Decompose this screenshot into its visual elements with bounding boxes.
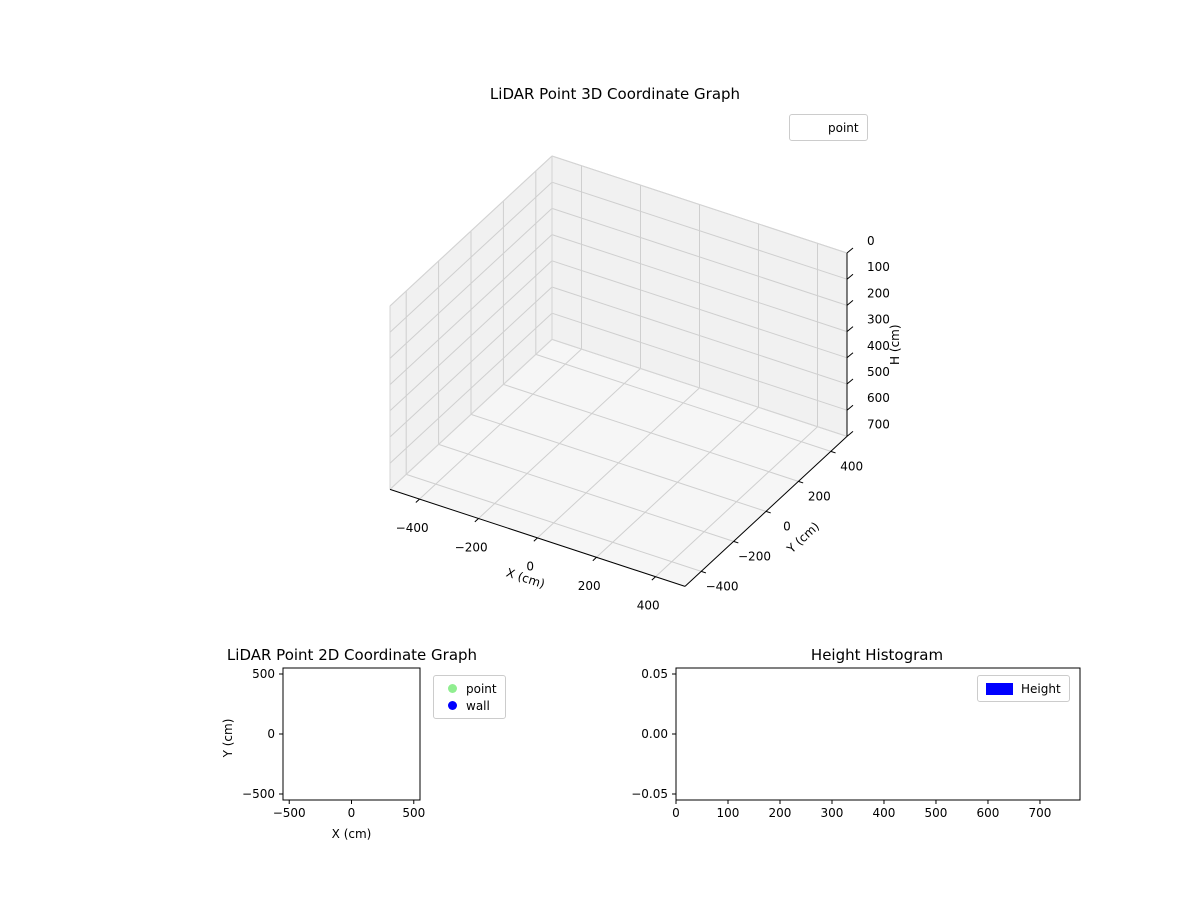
svg-text:0: 0 bbox=[867, 234, 875, 248]
legend-row-point-3d: point bbox=[798, 119, 859, 136]
point-marker-blank bbox=[798, 123, 822, 133]
plot2d-title: LiDAR Point 2D Coordinate Graph bbox=[226, 646, 478, 664]
svg-text:200: 200 bbox=[769, 806, 792, 820]
svg-text:400: 400 bbox=[867, 339, 890, 353]
legend-row-wall-2d: wall bbox=[442, 697, 497, 714]
svg-text:500: 500 bbox=[867, 365, 890, 379]
svg-text:X (cm): X (cm) bbox=[332, 827, 372, 841]
svg-text:200: 200 bbox=[578, 579, 601, 593]
legend-label-point-3d: point bbox=[828, 120, 859, 135]
svg-text:300: 300 bbox=[821, 806, 844, 820]
svg-text:500: 500 bbox=[252, 667, 275, 681]
svg-text:100: 100 bbox=[717, 806, 740, 820]
svg-text:400: 400 bbox=[840, 459, 863, 473]
svg-text:−0.05: −0.05 bbox=[631, 787, 668, 801]
svg-text:−400: −400 bbox=[396, 521, 429, 535]
svg-text:0: 0 bbox=[526, 560, 534, 574]
svg-text:−200: −200 bbox=[738, 549, 771, 563]
svg-text:300: 300 bbox=[867, 313, 890, 327]
svg-text:0: 0 bbox=[672, 806, 680, 820]
histogram-legend: Height bbox=[977, 675, 1070, 702]
svg-text:−200: −200 bbox=[455, 540, 488, 554]
svg-text:0.05: 0.05 bbox=[641, 667, 668, 681]
legend-label-point-2d: point bbox=[466, 681, 497, 696]
svg-text:500: 500 bbox=[925, 806, 948, 820]
svg-text:200: 200 bbox=[808, 489, 831, 503]
svg-text:−500: −500 bbox=[242, 787, 275, 801]
svg-text:0: 0 bbox=[783, 519, 791, 533]
svg-text:0.00: 0.00 bbox=[641, 727, 668, 741]
svg-text:400: 400 bbox=[873, 806, 896, 820]
legend-row-point-2d: point bbox=[442, 680, 497, 697]
legend-label-height: Height bbox=[1021, 681, 1061, 696]
svg-text:0: 0 bbox=[267, 727, 275, 741]
svg-text:400: 400 bbox=[637, 598, 660, 612]
svg-text:0: 0 bbox=[348, 806, 356, 820]
svg-text:H (cm): H (cm) bbox=[888, 324, 902, 365]
svg-text:700: 700 bbox=[1029, 806, 1052, 820]
svg-text:100: 100 bbox=[867, 260, 890, 274]
svg-text:700: 700 bbox=[867, 417, 890, 431]
svg-text:−400: −400 bbox=[706, 579, 739, 593]
svg-text:500: 500 bbox=[402, 806, 425, 820]
plot2d-legend: point wall bbox=[433, 675, 506, 719]
point-marker-icon bbox=[448, 684, 457, 693]
svg-text:Y (cm): Y (cm) bbox=[221, 719, 235, 759]
wall-marker-icon bbox=[448, 701, 457, 710]
svg-text:600: 600 bbox=[977, 806, 1000, 820]
svg-text:200: 200 bbox=[867, 286, 890, 300]
plot3d-title: LiDAR Point 3D Coordinate Graph bbox=[489, 85, 741, 103]
plot3d-legend: point bbox=[789, 114, 868, 141]
height-bar-swatch-icon bbox=[986, 682, 1013, 695]
legend-label-wall-2d: wall bbox=[466, 698, 490, 713]
svg-text:−500: −500 bbox=[273, 806, 306, 820]
histogram-title: Height Histogram bbox=[810, 646, 944, 664]
svg-text:600: 600 bbox=[867, 391, 890, 405]
legend-row-height: Height bbox=[986, 680, 1061, 697]
